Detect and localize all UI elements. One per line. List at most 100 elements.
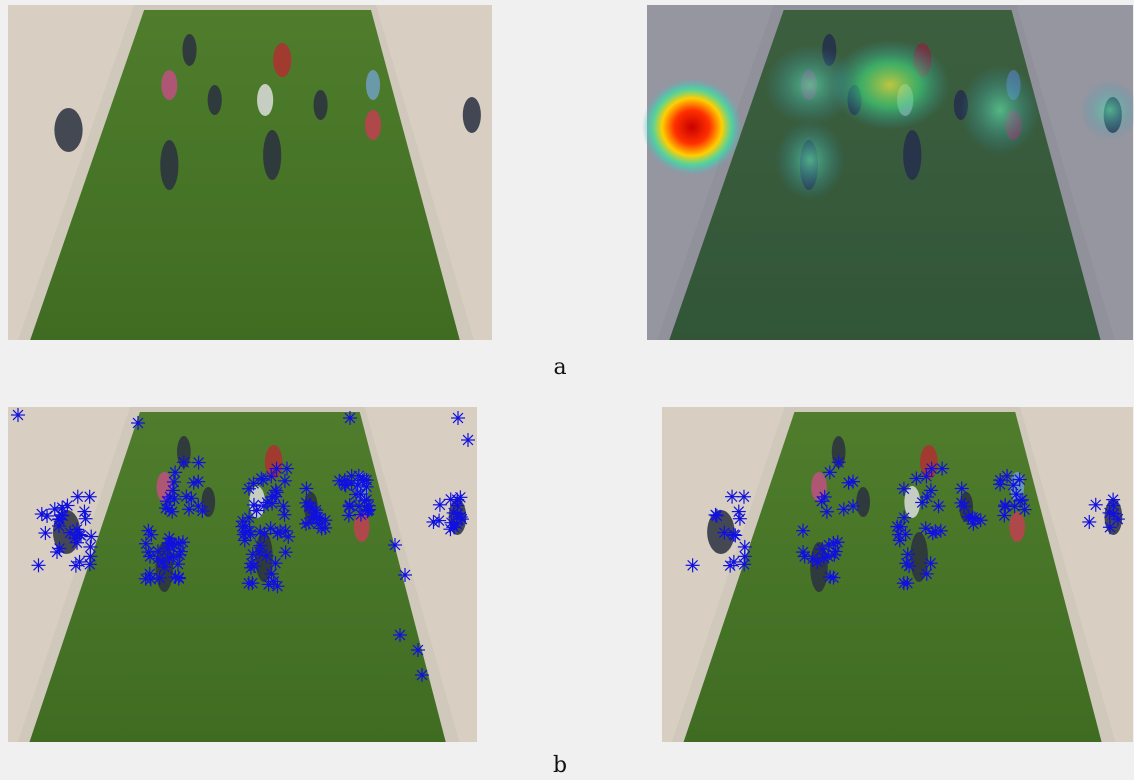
feature-star [236, 521, 248, 532]
feature-star [926, 463, 938, 475]
feature-star [71, 537, 83, 549]
feature-star [355, 488, 367, 500]
feature-star [394, 629, 406, 641]
feature-star [164, 552, 175, 564]
feature-star [933, 500, 944, 512]
feature-star [1014, 495, 1026, 507]
feature-star [446, 517, 457, 529]
feature-points [685, 455, 1125, 591]
feature-star [301, 483, 312, 494]
feature-star [828, 537, 839, 549]
feature-star [36, 508, 48, 520]
feature-frame [662, 407, 1133, 742]
feature-star [300, 518, 312, 530]
feature-star [797, 525, 809, 537]
feature-star [62, 500, 73, 511]
feature-star [999, 501, 1011, 512]
feature-star [186, 492, 197, 504]
feature-star [962, 511, 974, 523]
feature-star [168, 551, 179, 562]
feature-star [416, 669, 428, 681]
feature-star [847, 500, 859, 512]
feature-star [173, 573, 185, 584]
feature-star [271, 463, 282, 475]
feature-star [263, 579, 274, 590]
feature-star [70, 560, 82, 571]
feature-star [353, 470, 365, 482]
feature-star [452, 412, 464, 424]
feature-star [164, 491, 176, 503]
feature-star [40, 527, 51, 539]
feature-star [807, 553, 819, 565]
feature-star [255, 473, 267, 484]
feature-star [84, 491, 96, 503]
feature-star [246, 577, 258, 589]
feature-star [144, 551, 156, 562]
feature-star [172, 558, 184, 570]
feature-star [344, 412, 356, 424]
feature-star [799, 551, 810, 562]
feature-star [818, 552, 830, 564]
feature-star [936, 463, 948, 474]
feature-star [448, 507, 460, 519]
feature-star [85, 550, 96, 562]
feature-star [344, 501, 355, 512]
feature-star [738, 558, 750, 570]
feature-star [143, 525, 154, 537]
feature-star [84, 558, 96, 570]
feature-star [824, 466, 836, 478]
feature-star [355, 509, 367, 520]
feature-star [687, 559, 698, 571]
feature-star [903, 560, 915, 572]
feature-star [12, 409, 24, 421]
feature-star [1104, 507, 1115, 519]
input-frame [8, 5, 492, 340]
feature-star [739, 550, 751, 562]
feature-star [173, 537, 185, 549]
feature-star [175, 546, 187, 557]
feature-star [144, 568, 156, 580]
feature-star [958, 501, 970, 512]
feature-star [132, 417, 144, 429]
feature-star [64, 527, 76, 539]
feature-star [830, 546, 841, 557]
feature-star [911, 473, 922, 484]
feature-star [196, 505, 208, 517]
feature-star [193, 457, 204, 468]
feature-star [729, 530, 741, 541]
feature-star [53, 520, 65, 532]
feature-star [994, 474, 1006, 486]
feature-star [739, 541, 751, 553]
feature-star [33, 559, 44, 571]
feature-star [178, 456, 190, 468]
feature-star [921, 568, 933, 580]
feature-star [261, 550, 272, 562]
feature-star [812, 556, 823, 568]
feature-star [280, 525, 291, 537]
feature-star [281, 463, 293, 474]
feature-star [920, 522, 932, 534]
feature-star [280, 546, 291, 558]
feature-star [80, 513, 91, 525]
feature-star [41, 510, 53, 522]
feature-star [248, 478, 259, 489]
feature-star [1090, 499, 1102, 511]
feature-star [797, 546, 809, 558]
feature-star [279, 475, 291, 487]
feature-star [247, 548, 259, 560]
feature-star [312, 512, 323, 523]
feature-star [266, 491, 278, 503]
feature-star [85, 541, 96, 553]
feature-star [738, 491, 750, 503]
feature-star [169, 493, 180, 505]
feature-star [72, 491, 84, 503]
feature-star [462, 434, 474, 446]
feature-star [145, 529, 157, 541]
feature-star [272, 580, 283, 592]
feature-star [157, 556, 169, 568]
feature-star [399, 569, 411, 581]
feature-star [921, 491, 933, 503]
panel-label: b [553, 753, 567, 778]
